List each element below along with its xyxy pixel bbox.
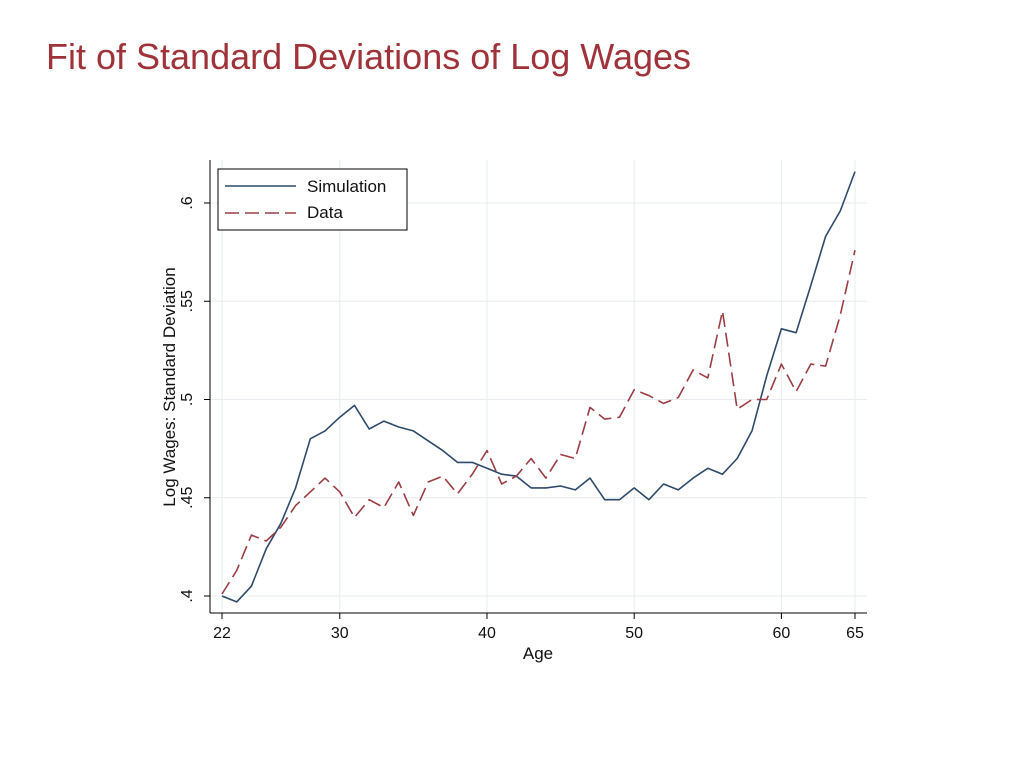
x-tick-label: 65 bbox=[846, 625, 864, 642]
legend-label-data: Data bbox=[307, 203, 343, 222]
x-tick-label: 60 bbox=[772, 625, 790, 642]
slide-title: Fit of Standard Deviations of Log Wages bbox=[46, 36, 692, 77]
x-tick-label: 50 bbox=[625, 625, 643, 642]
y-tick-label: .45 bbox=[179, 487, 196, 509]
y-tick-label: .5 bbox=[179, 393, 196, 406]
axes bbox=[209, 160, 867, 614]
y-tick-label: .6 bbox=[179, 196, 196, 209]
x-axis-title: Age bbox=[523, 644, 553, 663]
x-tick-label: 22 bbox=[213, 625, 231, 642]
x-tick-label: 30 bbox=[331, 625, 349, 642]
series-line-simulation bbox=[221, 171, 856, 603]
y-axis-title: Log Wages: Standard Deviation bbox=[160, 267, 179, 506]
legend: Simulation Data bbox=[217, 168, 408, 231]
legend-label-simulation: Simulation bbox=[307, 177, 386, 196]
y-tick-label: .4 bbox=[179, 589, 196, 602]
series-line-data bbox=[221, 250, 856, 595]
y-tick-label: .55 bbox=[179, 290, 196, 312]
ticks: .4 .45 .5 .55 .6 22 30 40 50 60 65 bbox=[179, 196, 864, 642]
gridlines bbox=[210, 160, 867, 613]
x-tick-label: 40 bbox=[478, 625, 496, 642]
legend-box bbox=[217, 168, 408, 231]
series bbox=[221, 171, 856, 603]
